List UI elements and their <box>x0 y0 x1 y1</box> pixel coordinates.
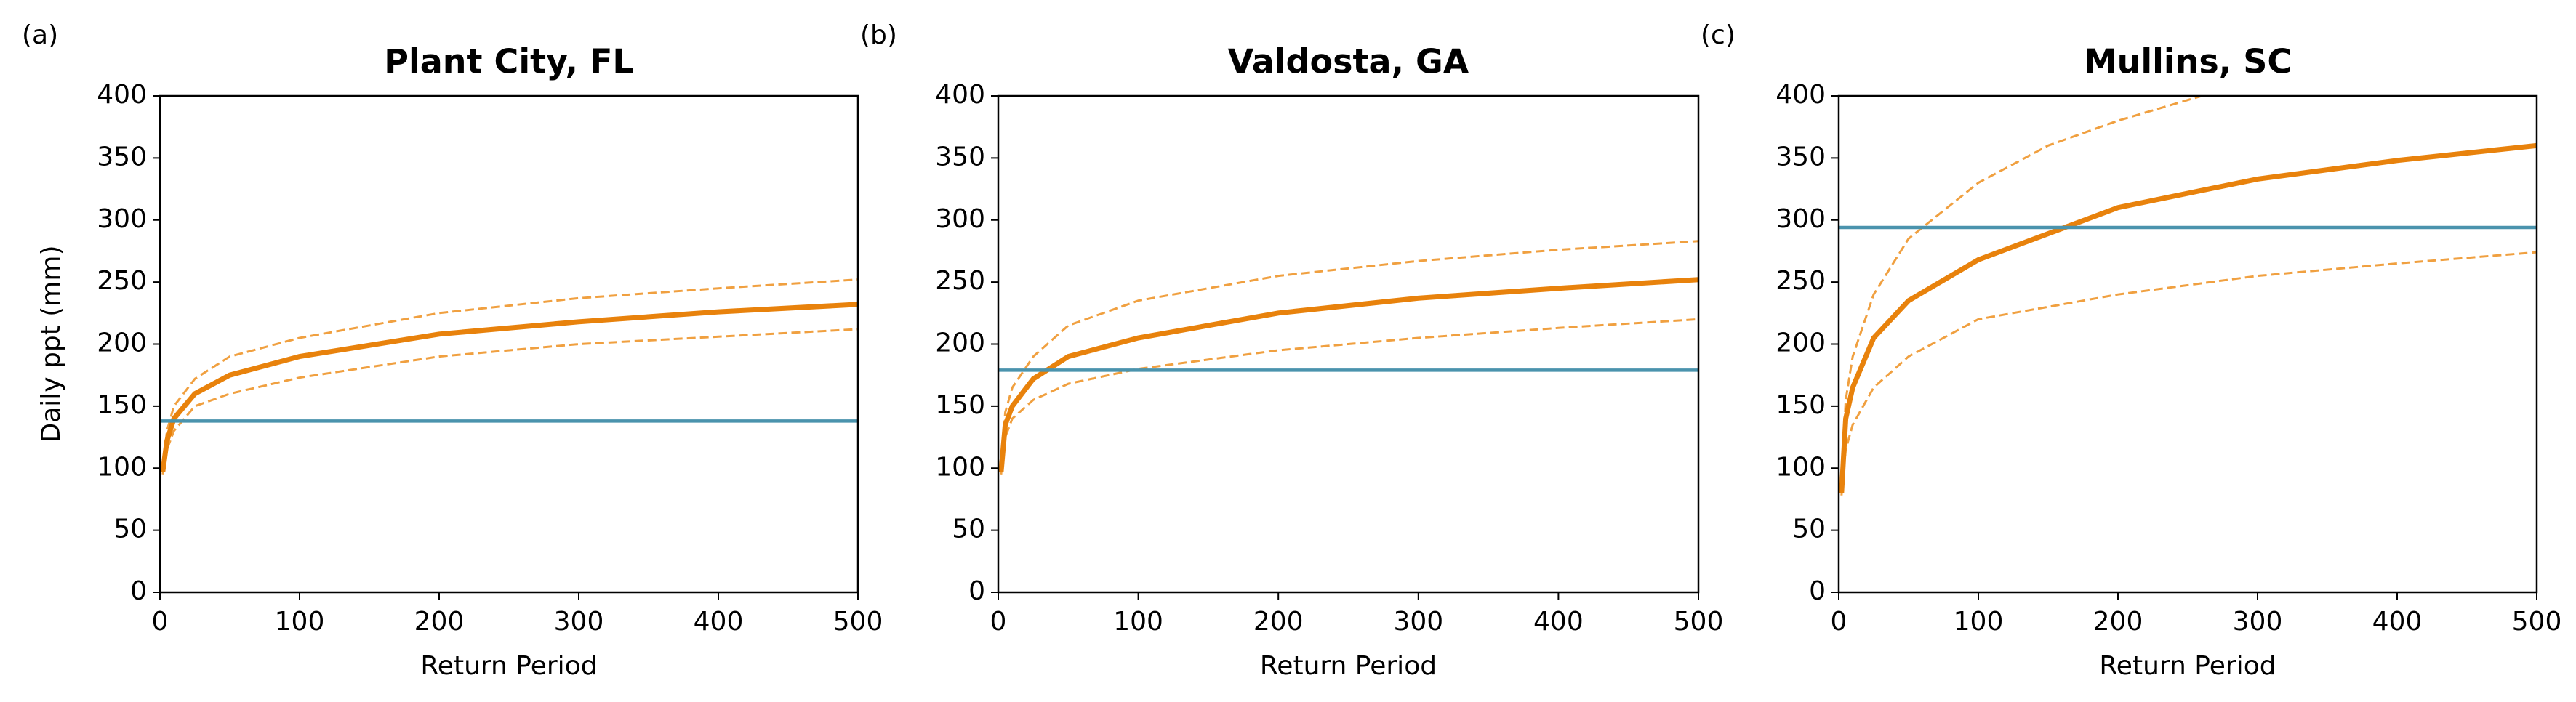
x-tick-label: 200 <box>1253 607 1304 637</box>
bound-line <box>1000 318 1698 475</box>
x-tick-label: 400 <box>694 607 744 637</box>
y-tick-label: 250 <box>935 266 985 296</box>
x-axis-label: Return Period <box>2099 651 2276 681</box>
y-tick-label: 250 <box>97 266 147 296</box>
x-tick-label: 500 <box>833 607 883 637</box>
x-tick-label: 500 <box>2512 607 2562 637</box>
chart-title: Mullins, SC <box>2084 42 2292 81</box>
chart-title: Plant City, FL <box>384 42 633 81</box>
y-tick-label: 350 <box>97 142 147 172</box>
axes-frame <box>159 94 859 594</box>
x-tick-label: 0 <box>1831 607 1847 637</box>
y-tick-label: 50 <box>113 515 147 544</box>
y-tick-label: 400 <box>1775 80 1826 110</box>
y-tick-label: 350 <box>935 142 985 172</box>
panel-label: (c) <box>1701 20 1736 50</box>
y-tick-label: 350 <box>1775 142 1826 172</box>
x-tick-label: 300 <box>1393 607 1443 637</box>
x-tick-label: 100 <box>1954 607 2004 637</box>
y-tick-label: 400 <box>935 80 985 110</box>
y-tick-label: 50 <box>1792 515 1826 544</box>
bound-line <box>1840 96 2202 491</box>
panel: (c) Mullins, SC Return Period 0 50 100 150 200 2… <box>1701 20 2561 681</box>
series-line <box>1839 142 2537 493</box>
x-tick-label: 0 <box>990 607 1007 637</box>
series-line <box>998 277 1698 472</box>
series-line <box>160 302 858 472</box>
y-tick-label: 300 <box>97 204 147 234</box>
bound-line <box>1000 240 1698 469</box>
y-tick-label: 150 <box>97 390 147 420</box>
y-tick-label: 150 <box>1775 390 1826 420</box>
y-tick-label: 0 <box>968 576 985 606</box>
y-tick-label: 200 <box>935 328 985 358</box>
y-axis-label: Daily ppt (mm) <box>36 245 66 443</box>
axes-frame <box>1837 94 2538 594</box>
panel-label: (b) <box>860 20 897 50</box>
x-tick-label: 400 <box>1533 607 1584 637</box>
y-tick-label: 0 <box>1809 576 1826 606</box>
y-tick-label: 100 <box>1775 452 1826 482</box>
x-tick-label: 400 <box>2372 607 2423 637</box>
panel: (b) Valdosta, GA Return Period 0 50 100 150 200… <box>860 20 1723 681</box>
bound-line <box>1840 251 2537 496</box>
axes-frame <box>997 94 1700 594</box>
x-axis-label: Return Period <box>420 651 597 681</box>
y-tick-label: 150 <box>935 390 985 420</box>
y-tick-label: 250 <box>1775 266 1826 296</box>
x-tick-label: 300 <box>2233 607 2283 637</box>
y-tick-label: 200 <box>1775 328 1826 358</box>
panel: (a) Plant City, FL Return Period Daily ppt … <box>22 20 883 681</box>
x-tick-label: 100 <box>1113 607 1163 637</box>
y-tick-label: 0 <box>130 576 147 606</box>
y-tick-label: 300 <box>935 204 985 234</box>
chart-title: Valdosta, GA <box>1228 42 1469 81</box>
y-tick-label: 200 <box>97 328 147 358</box>
y-tick-label: 100 <box>935 452 985 482</box>
x-tick-label: 100 <box>275 607 325 637</box>
x-tick-label: 200 <box>2093 607 2143 637</box>
x-tick-label: 0 <box>152 607 169 637</box>
y-tick-label: 100 <box>97 452 147 482</box>
y-tick-label: 300 <box>1775 204 1826 234</box>
bound-line <box>161 278 858 469</box>
x-tick-label: 300 <box>554 607 604 637</box>
x-axis-label: Return Period <box>1260 651 1437 681</box>
y-tick-label: 50 <box>952 515 985 544</box>
x-tick-label: 200 <box>414 607 465 637</box>
y-tick-label: 400 <box>97 80 147 110</box>
panel-label: (a) <box>22 20 58 50</box>
bound-line <box>161 328 858 475</box>
x-tick-label: 500 <box>1674 607 1724 637</box>
